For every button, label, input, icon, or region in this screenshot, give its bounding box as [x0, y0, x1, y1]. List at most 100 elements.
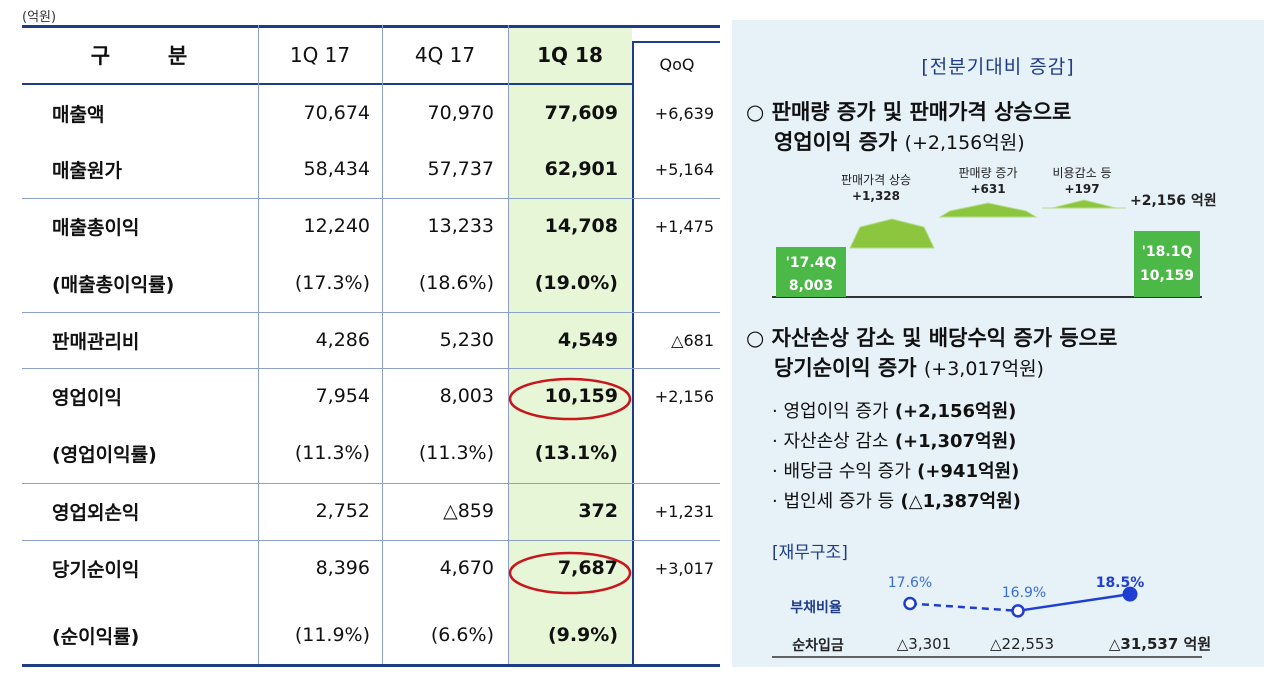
- value-4q17: △859: [443, 500, 494, 522]
- circle-operating-profit: [508, 377, 632, 421]
- step-value: +197: [1064, 182, 1099, 196]
- debt-ratio-value: 17.6%: [888, 575, 932, 591]
- value-1q18: 4,549: [557, 329, 618, 351]
- value-1q17: 58,434: [303, 158, 370, 180]
- section2-heading: ○ 자산손상 감소 및 배당수익 증가 등으로: [746, 326, 1118, 350]
- step-label: 비용감소 등: [1052, 166, 1111, 180]
- step-value: +631: [970, 182, 1005, 196]
- step-label: 판매가격 상승: [841, 173, 911, 187]
- value-4q17: 8,003: [439, 385, 494, 407]
- emphasis-circles: [508, 377, 632, 595]
- increase-arrow: [849, 218, 935, 249]
- row-label: 당기순이익: [52, 558, 140, 581]
- item-value: (+1,307억원): [894, 431, 1017, 452]
- row-label: 매출액: [52, 103, 105, 126]
- total-change: +2,156 억원: [1130, 193, 1217, 209]
- debt-ratio-label: 부채비율: [790, 599, 842, 616]
- section2-subheading-text: 당기순이익 증가: [774, 356, 917, 380]
- value-4q17: (11.3%): [418, 442, 494, 464]
- net-debt-value: △22,553: [990, 635, 1054, 653]
- header-category: 구 분: [90, 44, 190, 68]
- section1-subheading-text: 영업이익 증가: [774, 130, 898, 154]
- value-4q17: 5,230: [439, 329, 494, 351]
- net-debt-value: △31,537 억원: [1109, 635, 1211, 653]
- item-asset-impairment: · 자산손상 감소 (+1,307억원): [772, 427, 1016, 453]
- increase-arrow: [1042, 199, 1126, 209]
- value-1q18: 14,708: [544, 215, 618, 237]
- net-debt-label: 순차입금: [792, 638, 844, 654]
- net-debt-value: △3,301: [897, 635, 951, 653]
- value-4q17: 57,737: [427, 158, 494, 180]
- financial-table: 구 분 1Q 17 4Q 17 1Q 18 QoQ 매출액 70,674 70,97…: [22, 25, 720, 667]
- unit-label: (억원): [22, 10, 57, 25]
- value-qoq: +5,164: [654, 159, 714, 179]
- start-label: '17.4Q: [786, 255, 837, 271]
- row-label: 영업외손익: [52, 501, 140, 524]
- row-label: 판매관리비: [52, 330, 140, 353]
- item-text: · 배당금 수익 증가: [772, 461, 911, 482]
- header-1q18: 1Q 18: [537, 43, 603, 67]
- value-1q18: 372: [578, 500, 618, 522]
- panel-title: [전분기대비 증감]: [921, 56, 1075, 78]
- step-label: 판매량 증가: [958, 166, 1017, 180]
- value-1q17: 2,752: [315, 500, 370, 522]
- debt-ratio-point: [1122, 586, 1138, 602]
- row-label: 매출원가: [52, 159, 122, 182]
- value-qoq: +1,475: [654, 216, 714, 236]
- item-value: (+941억원): [917, 461, 1020, 482]
- debt-ratio-line-dashed: [909, 602, 1019, 613]
- value-qoq: +6,639: [654, 103, 714, 123]
- circle-net-income: [508, 551, 632, 595]
- debt-ratio-point: [903, 596, 917, 611]
- start-bar: [776, 247, 846, 297]
- value-1q17: 7,954: [315, 385, 370, 407]
- value-1q18: (19.0%): [534, 272, 618, 294]
- value-1q17: (11.9%): [294, 624, 370, 646]
- value-qoq: +3,017: [654, 558, 714, 578]
- row-label: (순이익률): [52, 625, 140, 648]
- finance-title: [재무구조]: [772, 543, 848, 563]
- debt-ratio-value: 18.5%: [1096, 575, 1145, 591]
- item-text: · 법인세 증가 등: [772, 491, 895, 512]
- value-4q17: 13,233: [427, 215, 494, 237]
- step-value: +1,328: [852, 189, 900, 203]
- debt-ratio-value: 16.9%: [1002, 585, 1046, 601]
- header-qoq: QoQ: [659, 54, 695, 74]
- item-value: (△1,387억원): [900, 491, 1021, 512]
- item-corporate-tax: · 법인세 증가 등 (△1,387억원): [772, 487, 1021, 513]
- value-4q17: (6.6%): [430, 624, 494, 646]
- section1-heading: ○ 판매량 증가 및 판매가격 상승으로: [746, 100, 1072, 124]
- item-value: (+2,156억원): [894, 401, 1017, 422]
- value-1q17: 8,396: [315, 557, 370, 579]
- row-label: 영업이익: [52, 386, 122, 409]
- value-1q18: 62,901: [544, 158, 618, 180]
- item-operating-profit: · 영업이익 증가 (+2,156억원): [772, 397, 1016, 423]
- row-label: (매출총이익률): [52, 273, 175, 296]
- section2-subheading-value: (+3,017억원): [923, 358, 1044, 380]
- value-1q18: (9.9%): [547, 624, 618, 646]
- increase-arrow: [938, 202, 1038, 218]
- debt-ratio-point: [1011, 604, 1025, 618]
- header-1q17: 1Q 17: [289, 43, 351, 67]
- value-4q17: 4,670: [439, 557, 494, 579]
- value-1q18: 7,687: [557, 557, 618, 579]
- waterfall-chart: '17.4Q 8,003 판매가격 상승 +1,328 판매량 증가 +631 비용감소 등…: [772, 166, 1217, 298]
- value-1q17: 4,286: [315, 329, 370, 351]
- row-label: (영업이익률): [52, 443, 157, 466]
- item-text: · 자산손상 감소: [772, 431, 889, 452]
- start-value: 8,003: [789, 278, 833, 294]
- value-1q18: (13.1%): [534, 442, 618, 464]
- item-dividend: · 배당금 수익 증가 (+941억원): [772, 457, 1019, 483]
- row-label: 매출총이익: [52, 216, 140, 239]
- value-1q17: (11.3%): [294, 442, 370, 464]
- highlight-column-1q18: [508, 25, 632, 667]
- item-text: · 영업이익 증가: [772, 401, 889, 422]
- end-label: '18.1Q: [1142, 244, 1193, 260]
- value-1q18: 77,609: [544, 102, 618, 124]
- value-1q17: 12,240: [303, 215, 370, 237]
- section2-subheading: 당기순이익 증가 (+3,017억원): [774, 352, 1044, 382]
- section1-subheading-value: (+2,156억원): [904, 132, 1025, 154]
- value-qoq: +1,231: [654, 501, 714, 521]
- value-qoq: △681: [671, 330, 714, 350]
